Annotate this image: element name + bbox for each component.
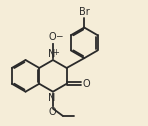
Text: O: O bbox=[82, 79, 90, 89]
Text: N: N bbox=[48, 93, 56, 103]
Text: Br: Br bbox=[79, 7, 90, 17]
Text: −: − bbox=[55, 32, 63, 41]
Text: +: + bbox=[52, 48, 59, 57]
Text: O: O bbox=[49, 107, 56, 117]
Text: O: O bbox=[48, 32, 56, 42]
Text: N: N bbox=[48, 49, 56, 59]
